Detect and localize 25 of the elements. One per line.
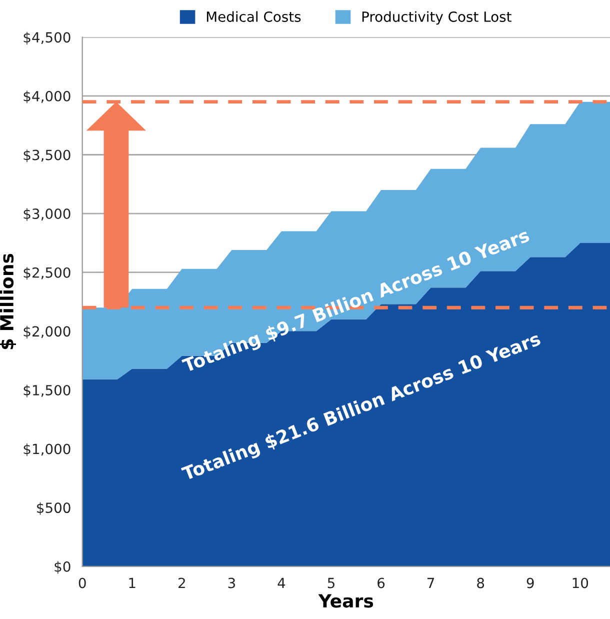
x-tick-label: 0 <box>78 578 86 588</box>
x-tick-label: 5 <box>328 578 334 588</box>
y-tick-label: $0 <box>54 561 70 574</box>
y-tick-label: $3,500 <box>24 149 70 162</box>
y-tick-label: $2,500 <box>24 267 70 280</box>
y-tick-label: $1,500 <box>24 384 70 398</box>
y-tick-label: $500 <box>37 502 70 515</box>
y-tick-label: $4,500 <box>24 32 70 44</box>
x-tick-label: 6 <box>378 578 385 588</box>
y-tick-label: $2,000 <box>24 326 70 338</box>
legend-label: Medical Costs <box>206 11 301 22</box>
y-axis-title: $ Millions <box>0 254 16 350</box>
x-tick-label: 8 <box>477 578 484 588</box>
x-tick-label: 2 <box>178 578 185 588</box>
y-tick-label: $3,000 <box>24 208 70 221</box>
y-tick-label: $1,000 <box>24 444 70 456</box>
x-tick-label: 4 <box>278 578 286 588</box>
x-tick-label: 3 <box>228 578 235 588</box>
x-axis-title: Years <box>318 594 374 608</box>
x-tick-label: 10 <box>572 578 588 588</box>
legend-label: Productivity Cost Lost <box>362 11 512 25</box>
x-tick-label: 9 <box>526 578 534 588</box>
x-tick-label: 7 <box>428 578 434 588</box>
y-tick-label: $4,000 <box>24 90 70 104</box>
x-tick-label: 1 <box>129 578 136 588</box>
